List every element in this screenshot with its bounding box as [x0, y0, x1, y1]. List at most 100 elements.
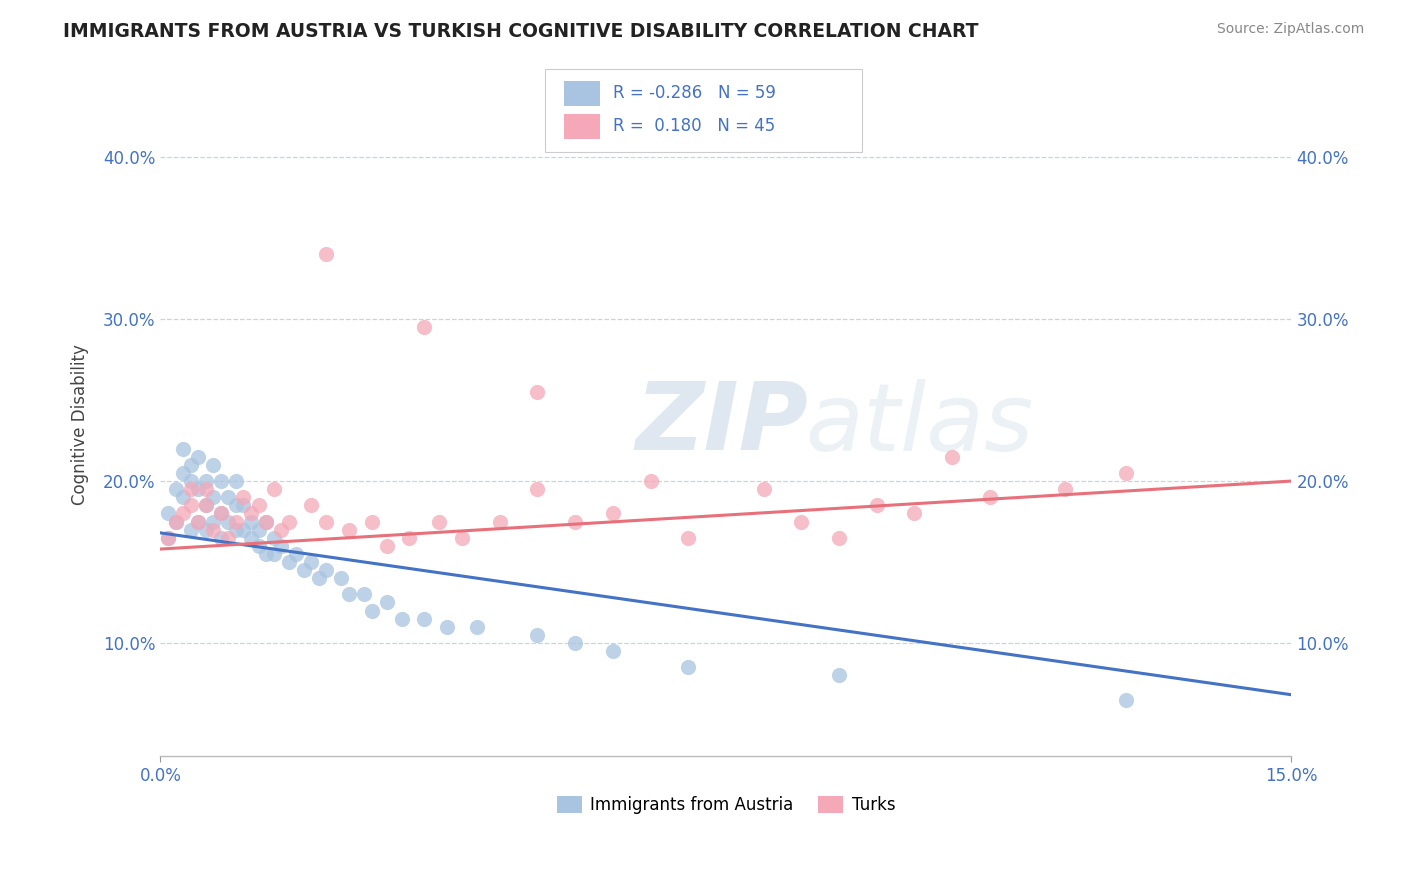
Point: [263, 547, 285, 561]
Point: [1115, 692, 1137, 706]
Point: [337, 523, 360, 537]
Point: [180, 482, 202, 496]
Point: [602, 644, 624, 658]
Point: [254, 547, 277, 561]
Point: [247, 523, 270, 537]
Point: [172, 507, 194, 521]
Text: ZIP: ZIP: [636, 378, 808, 470]
Point: [180, 474, 202, 488]
Point: [232, 499, 254, 513]
Point: [299, 555, 322, 569]
Point: [225, 499, 247, 513]
Point: [602, 507, 624, 521]
Point: [209, 507, 232, 521]
Point: [465, 620, 488, 634]
Point: [194, 474, 217, 488]
Point: [194, 482, 217, 496]
Point: [828, 668, 851, 682]
Point: [194, 499, 217, 513]
Point: [315, 247, 337, 261]
Point: [752, 482, 775, 496]
Point: [247, 539, 270, 553]
Point: [526, 628, 548, 642]
Point: [165, 482, 187, 496]
Text: R = -0.286   N = 59: R = -0.286 N = 59: [613, 84, 776, 103]
Point: [209, 531, 232, 545]
Point: [526, 482, 548, 496]
Point: [263, 482, 285, 496]
Point: [413, 320, 436, 334]
Point: [202, 490, 225, 504]
Point: [451, 531, 474, 545]
Point: [172, 466, 194, 480]
Point: [375, 539, 398, 553]
Point: [165, 515, 187, 529]
Point: [678, 531, 700, 545]
Point: [172, 490, 194, 504]
Point: [187, 482, 209, 496]
Point: [277, 515, 299, 529]
FancyBboxPatch shape: [564, 80, 600, 106]
Point: [172, 442, 194, 456]
Point: [232, 490, 254, 504]
Point: [526, 385, 548, 400]
Point: [209, 507, 232, 521]
Point: [209, 474, 232, 488]
Point: [375, 595, 398, 609]
Point: [270, 539, 292, 553]
Point: [247, 499, 270, 513]
Point: [564, 636, 586, 650]
Point: [308, 571, 330, 585]
Point: [941, 450, 963, 464]
Point: [866, 499, 889, 513]
Text: IMMIGRANTS FROM AUSTRIA VS TURKISH COGNITIVE DISABILITY CORRELATION CHART: IMMIGRANTS FROM AUSTRIA VS TURKISH COGNI…: [63, 22, 979, 41]
Y-axis label: Cognitive Disability: Cognitive Disability: [72, 344, 89, 505]
Point: [436, 620, 458, 634]
Text: Source: ZipAtlas.com: Source: ZipAtlas.com: [1216, 22, 1364, 37]
Point: [187, 515, 209, 529]
Point: [640, 474, 662, 488]
Point: [337, 587, 360, 601]
FancyBboxPatch shape: [564, 114, 600, 139]
Point: [225, 515, 247, 529]
Point: [315, 563, 337, 577]
Point: [828, 531, 851, 545]
Point: [225, 523, 247, 537]
Point: [180, 458, 202, 472]
Point: [225, 474, 247, 488]
Point: [194, 523, 217, 537]
Point: [277, 555, 299, 569]
Point: [239, 507, 262, 521]
Point: [254, 515, 277, 529]
Legend: Immigrants from Austria, Turks: Immigrants from Austria, Turks: [550, 789, 901, 821]
Point: [232, 523, 254, 537]
Point: [360, 603, 382, 617]
Point: [1054, 482, 1077, 496]
Point: [564, 515, 586, 529]
Point: [979, 490, 1001, 504]
Point: [239, 531, 262, 545]
Point: [391, 612, 413, 626]
Point: [157, 531, 180, 545]
Point: [315, 515, 337, 529]
Point: [180, 523, 202, 537]
Point: [270, 523, 292, 537]
Point: [202, 515, 225, 529]
Point: [202, 458, 225, 472]
Point: [292, 563, 315, 577]
Point: [360, 515, 382, 529]
Point: [263, 531, 285, 545]
Point: [239, 515, 262, 529]
Point: [398, 531, 420, 545]
Text: R =  0.180   N = 45: R = 0.180 N = 45: [613, 118, 775, 136]
Point: [217, 515, 239, 529]
Point: [790, 515, 813, 529]
Point: [157, 531, 180, 545]
Point: [187, 515, 209, 529]
Point: [157, 507, 180, 521]
Point: [1115, 466, 1137, 480]
Point: [429, 515, 451, 529]
FancyBboxPatch shape: [546, 70, 862, 153]
Point: [488, 515, 510, 529]
Point: [165, 515, 187, 529]
